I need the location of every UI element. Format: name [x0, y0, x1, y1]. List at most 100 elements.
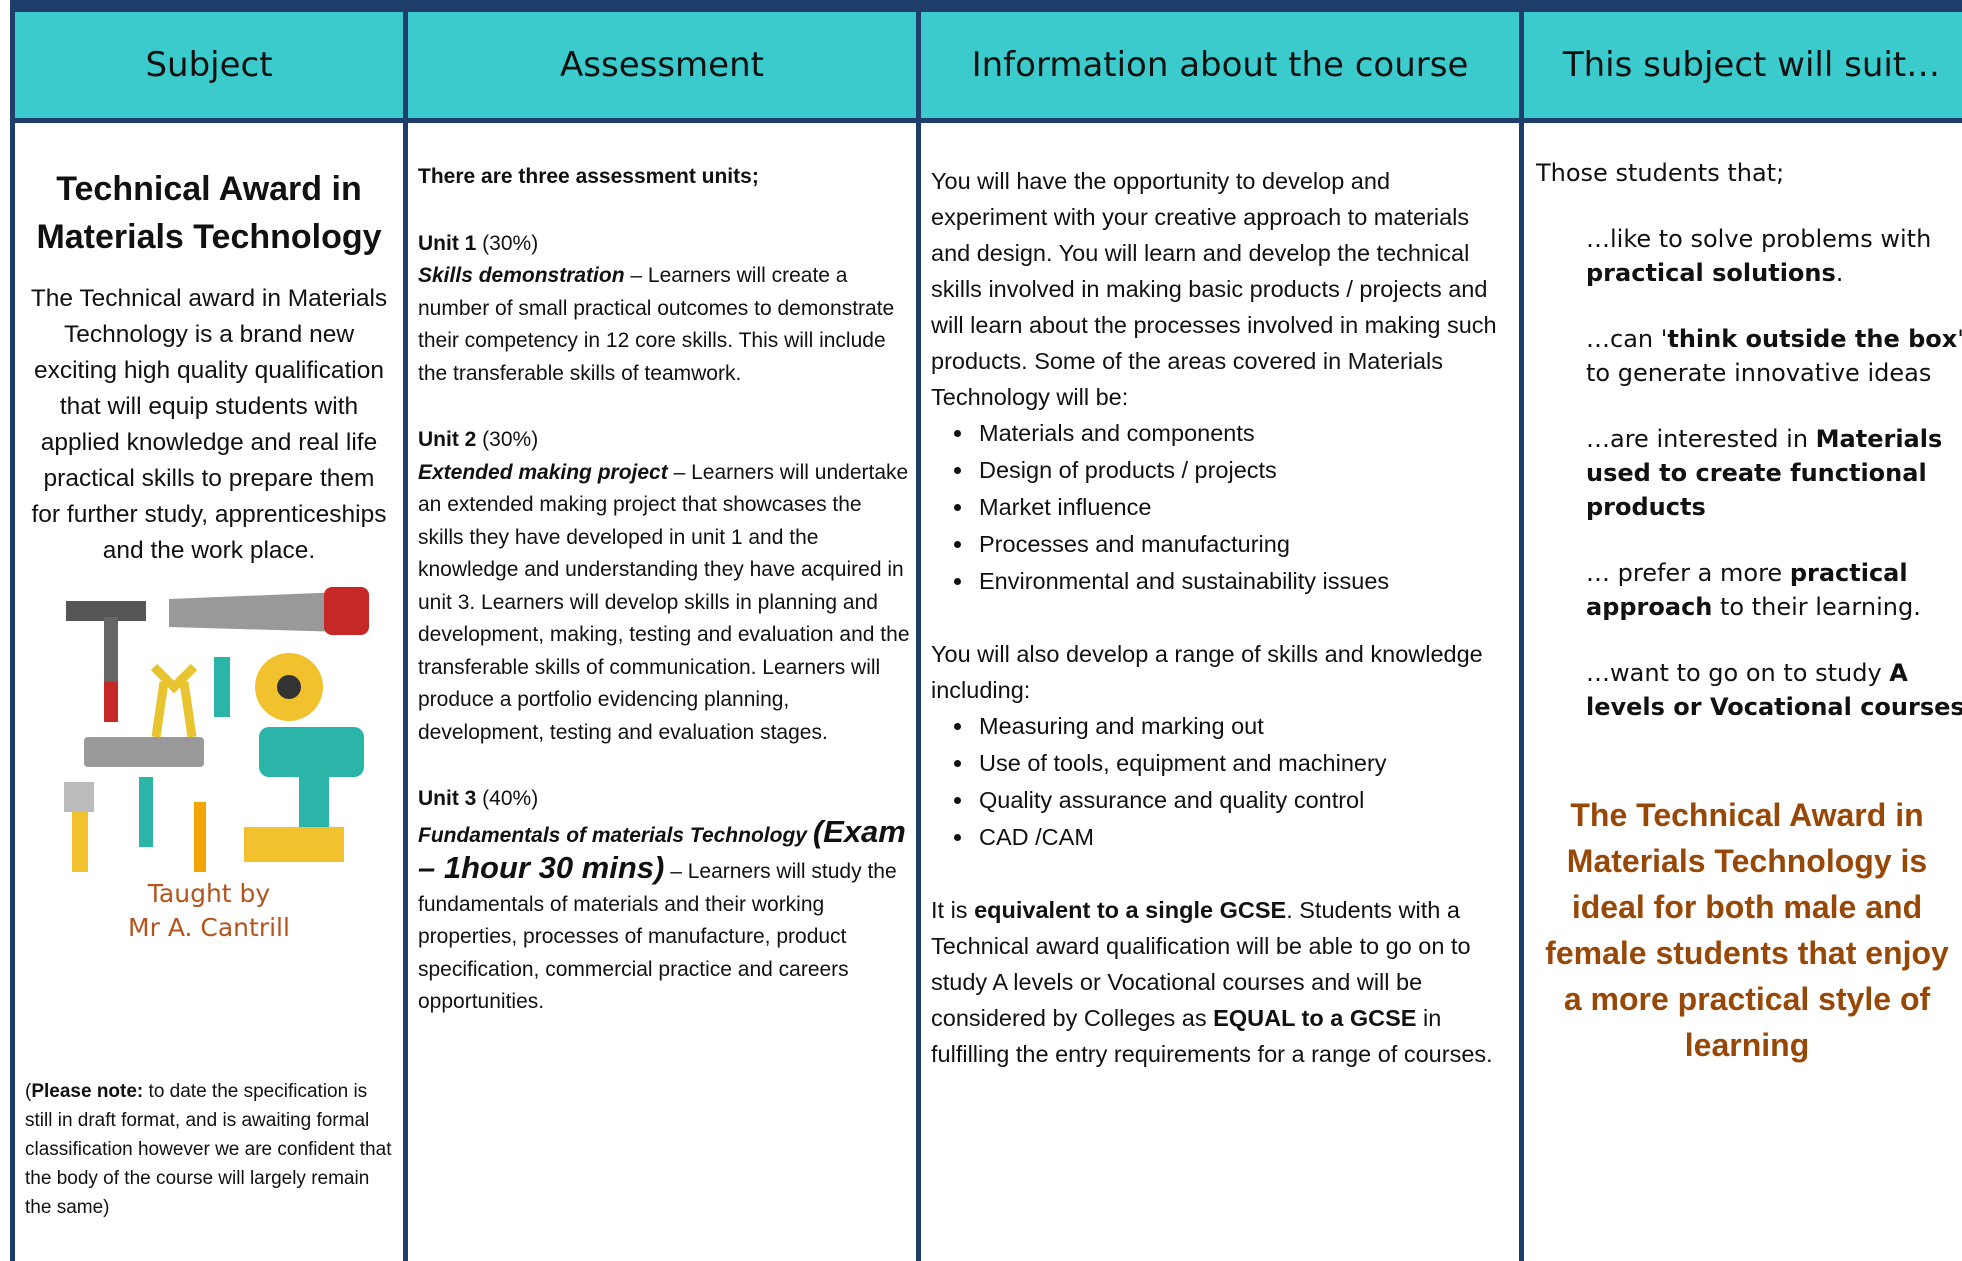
unit-heading: Unit 2 (30%) [418, 424, 910, 457]
bullet-item: Use of tools, equipment and machinery [975, 745, 1509, 782]
suit-item: …like to solve problems with practical s… [1586, 222, 1962, 290]
suit-cell: Those students that; …like to solve prob… [1524, 123, 1962, 1261]
bullet-item: Environmental and sustainability issues [975, 563, 1509, 600]
taught-by: Taught by [147, 879, 271, 908]
saw-handle [324, 587, 369, 635]
text-run: …are interested in [1586, 425, 1816, 453]
text-run: Unit 1 [418, 231, 477, 255]
unit-body: Skills demonstration – Learners will cre… [418, 260, 910, 390]
roller-handle [139, 777, 153, 847]
information-column: Information about the course You will ha… [916, 0, 1519, 1261]
roller [84, 737, 204, 767]
header-cell: Information about the course [921, 0, 1519, 123]
brush-bristles [64, 782, 94, 812]
text-run: …like to solve problems with [1586, 225, 1932, 253]
subject-cell: Technical Award in Materials Technology … [15, 123, 403, 1261]
text-run: …want to go on to study [1586, 659, 1890, 687]
text-run: …can ' [1586, 325, 1668, 353]
spacer [931, 600, 1509, 636]
suit-item: …want to go on to study A levels or Voca… [1586, 656, 1962, 724]
suit-intro: Those students that; [1536, 159, 1785, 187]
text-run: (40%) [476, 787, 539, 810]
information-cell: You will have the opportunity to develop… [921, 123, 1519, 1261]
tape-center [277, 675, 301, 699]
bullet-item: CAD /CAM [975, 819, 1509, 856]
text-run: ' to generate innovative ideas [1586, 325, 1962, 387]
text-run: – Learners will create a number of small… [418, 264, 895, 385]
hammer-head [66, 601, 146, 621]
bullet-item: Design of products / projects [975, 452, 1509, 489]
course-description: The Technical award in Materials Technol… [30, 285, 388, 564]
bullet-item: Quality assurance and quality control [975, 782, 1509, 819]
text-run: Unit 3 [418, 787, 477, 810]
info-paragraph: You will also develop a range of skills … [931, 641, 1483, 703]
text-run: – Learners will study the fundamentals o… [418, 860, 897, 1013]
bullet-list: Materials and componentsDesign of produc… [931, 415, 1509, 600]
assessment-cell: There are three assessment units; Unit 1… [408, 123, 916, 1261]
drill-body [259, 727, 364, 777]
bullet-item: Market influence [975, 489, 1509, 526]
header-cell: This subject will suit… [1524, 0, 1962, 123]
text-run: . Students with a Technical award qualif… [931, 897, 1471, 1031]
text-run: to date the specification is still in dr… [25, 1081, 392, 1218]
bullet-item: Materials and components [975, 415, 1509, 452]
suit-column: This subject will suit… Those students t… [1519, 0, 1962, 1261]
assessment-intro: There are three assessment units; [418, 165, 759, 188]
tools-illustration [64, 587, 369, 872]
text-run: Fundamentals of materials Technology [418, 823, 807, 847]
assessment-unit: Unit 2 (30%) Extended making project – Le… [418, 424, 910, 749]
header-cell: Subject [15, 0, 403, 123]
bullet-item: Processes and manufacturing [975, 526, 1509, 563]
course-title: Technical Award in Materials Technology [36, 170, 382, 256]
info-paragraph: You will have the opportunity to develop… [931, 168, 1497, 410]
text-run: (Exam – 1hour 30 mins) [418, 813, 906, 885]
screwdriver [194, 802, 206, 872]
text-run: Please note: [31, 1081, 144, 1102]
unit-body: Extended making project – Learners will … [418, 457, 910, 750]
note: (Please note: to date the specification … [25, 1077, 395, 1222]
saw-blade [169, 592, 344, 632]
hammer-grip [104, 682, 118, 722]
unit-heading: Unit 1 (30%) [418, 228, 910, 261]
text-run: (30%) [476, 231, 539, 255]
cutter [214, 657, 230, 717]
pliers [150, 663, 198, 738]
text-run: EQUAL to a GCSE [1213, 1005, 1417, 1031]
closing-statement: The Technical Award in Materials Technol… [1545, 797, 1949, 1063]
subject-column: Subject Technical Award in Materials Tec… [10, 0, 403, 1261]
text-run: … prefer a more [1586, 559, 1790, 587]
unit-body: Fundamentals of materials Technology (Ex… [418, 813, 910, 1019]
text-run: – Learners will undertake an extended ma… [418, 460, 910, 744]
text-run: in fulfilling the entry requirements for… [931, 1005, 1493, 1067]
text-run: equivalent to a single GCSE [974, 897, 1287, 923]
text-run: think outside the box [1667, 325, 1958, 353]
suit-item: … prefer a more practical approach to th… [1586, 556, 1962, 624]
text-run: A levels or Vocational courses [1586, 659, 1962, 721]
text-run: practical approach [1586, 559, 1908, 621]
text-run: Unit 2 [418, 428, 477, 451]
text-run: ( [25, 1081, 32, 1102]
assessment-column: Assessment There are three assessment un… [403, 0, 916, 1261]
suit-item: …are interested in Materials used to cre… [1586, 422, 1962, 524]
brush-handle [72, 812, 88, 872]
text-run: Skills demonstration [418, 264, 625, 287]
header-cell: Assessment [408, 0, 916, 123]
bullet-item: Measuring and marking out [975, 708, 1509, 745]
text-run: practical solutions [1586, 259, 1836, 287]
text-run: Materials used to create functional prod… [1586, 425, 1943, 521]
teacher-name: Mr A. Cantrill [128, 913, 290, 942]
bullet-list: Measuring and marking outUse of tools, e… [931, 708, 1509, 856]
text-run: It is [931, 897, 975, 923]
text-run: to their learning. [1712, 593, 1921, 621]
suit-item: …can 'think outside the box' to generate… [1586, 322, 1962, 390]
unit-heading: Unit 3 (40%) [418, 783, 910, 816]
text-run: (30%) [476, 428, 539, 451]
info-paragraph: It is equivalent to a single GCSE. Stude… [931, 892, 1509, 1072]
stapler [244, 827, 344, 862]
text-run: Extended making project [418, 460, 668, 484]
assessment-unit: Unit 3 (40%) Fundamentals of materials Te… [418, 783, 910, 1019]
text-run: . [1835, 259, 1844, 287]
assessment-unit: Unit 1 (30%) Skills demonstration – Learn… [418, 228, 910, 391]
spacer [931, 856, 1509, 892]
